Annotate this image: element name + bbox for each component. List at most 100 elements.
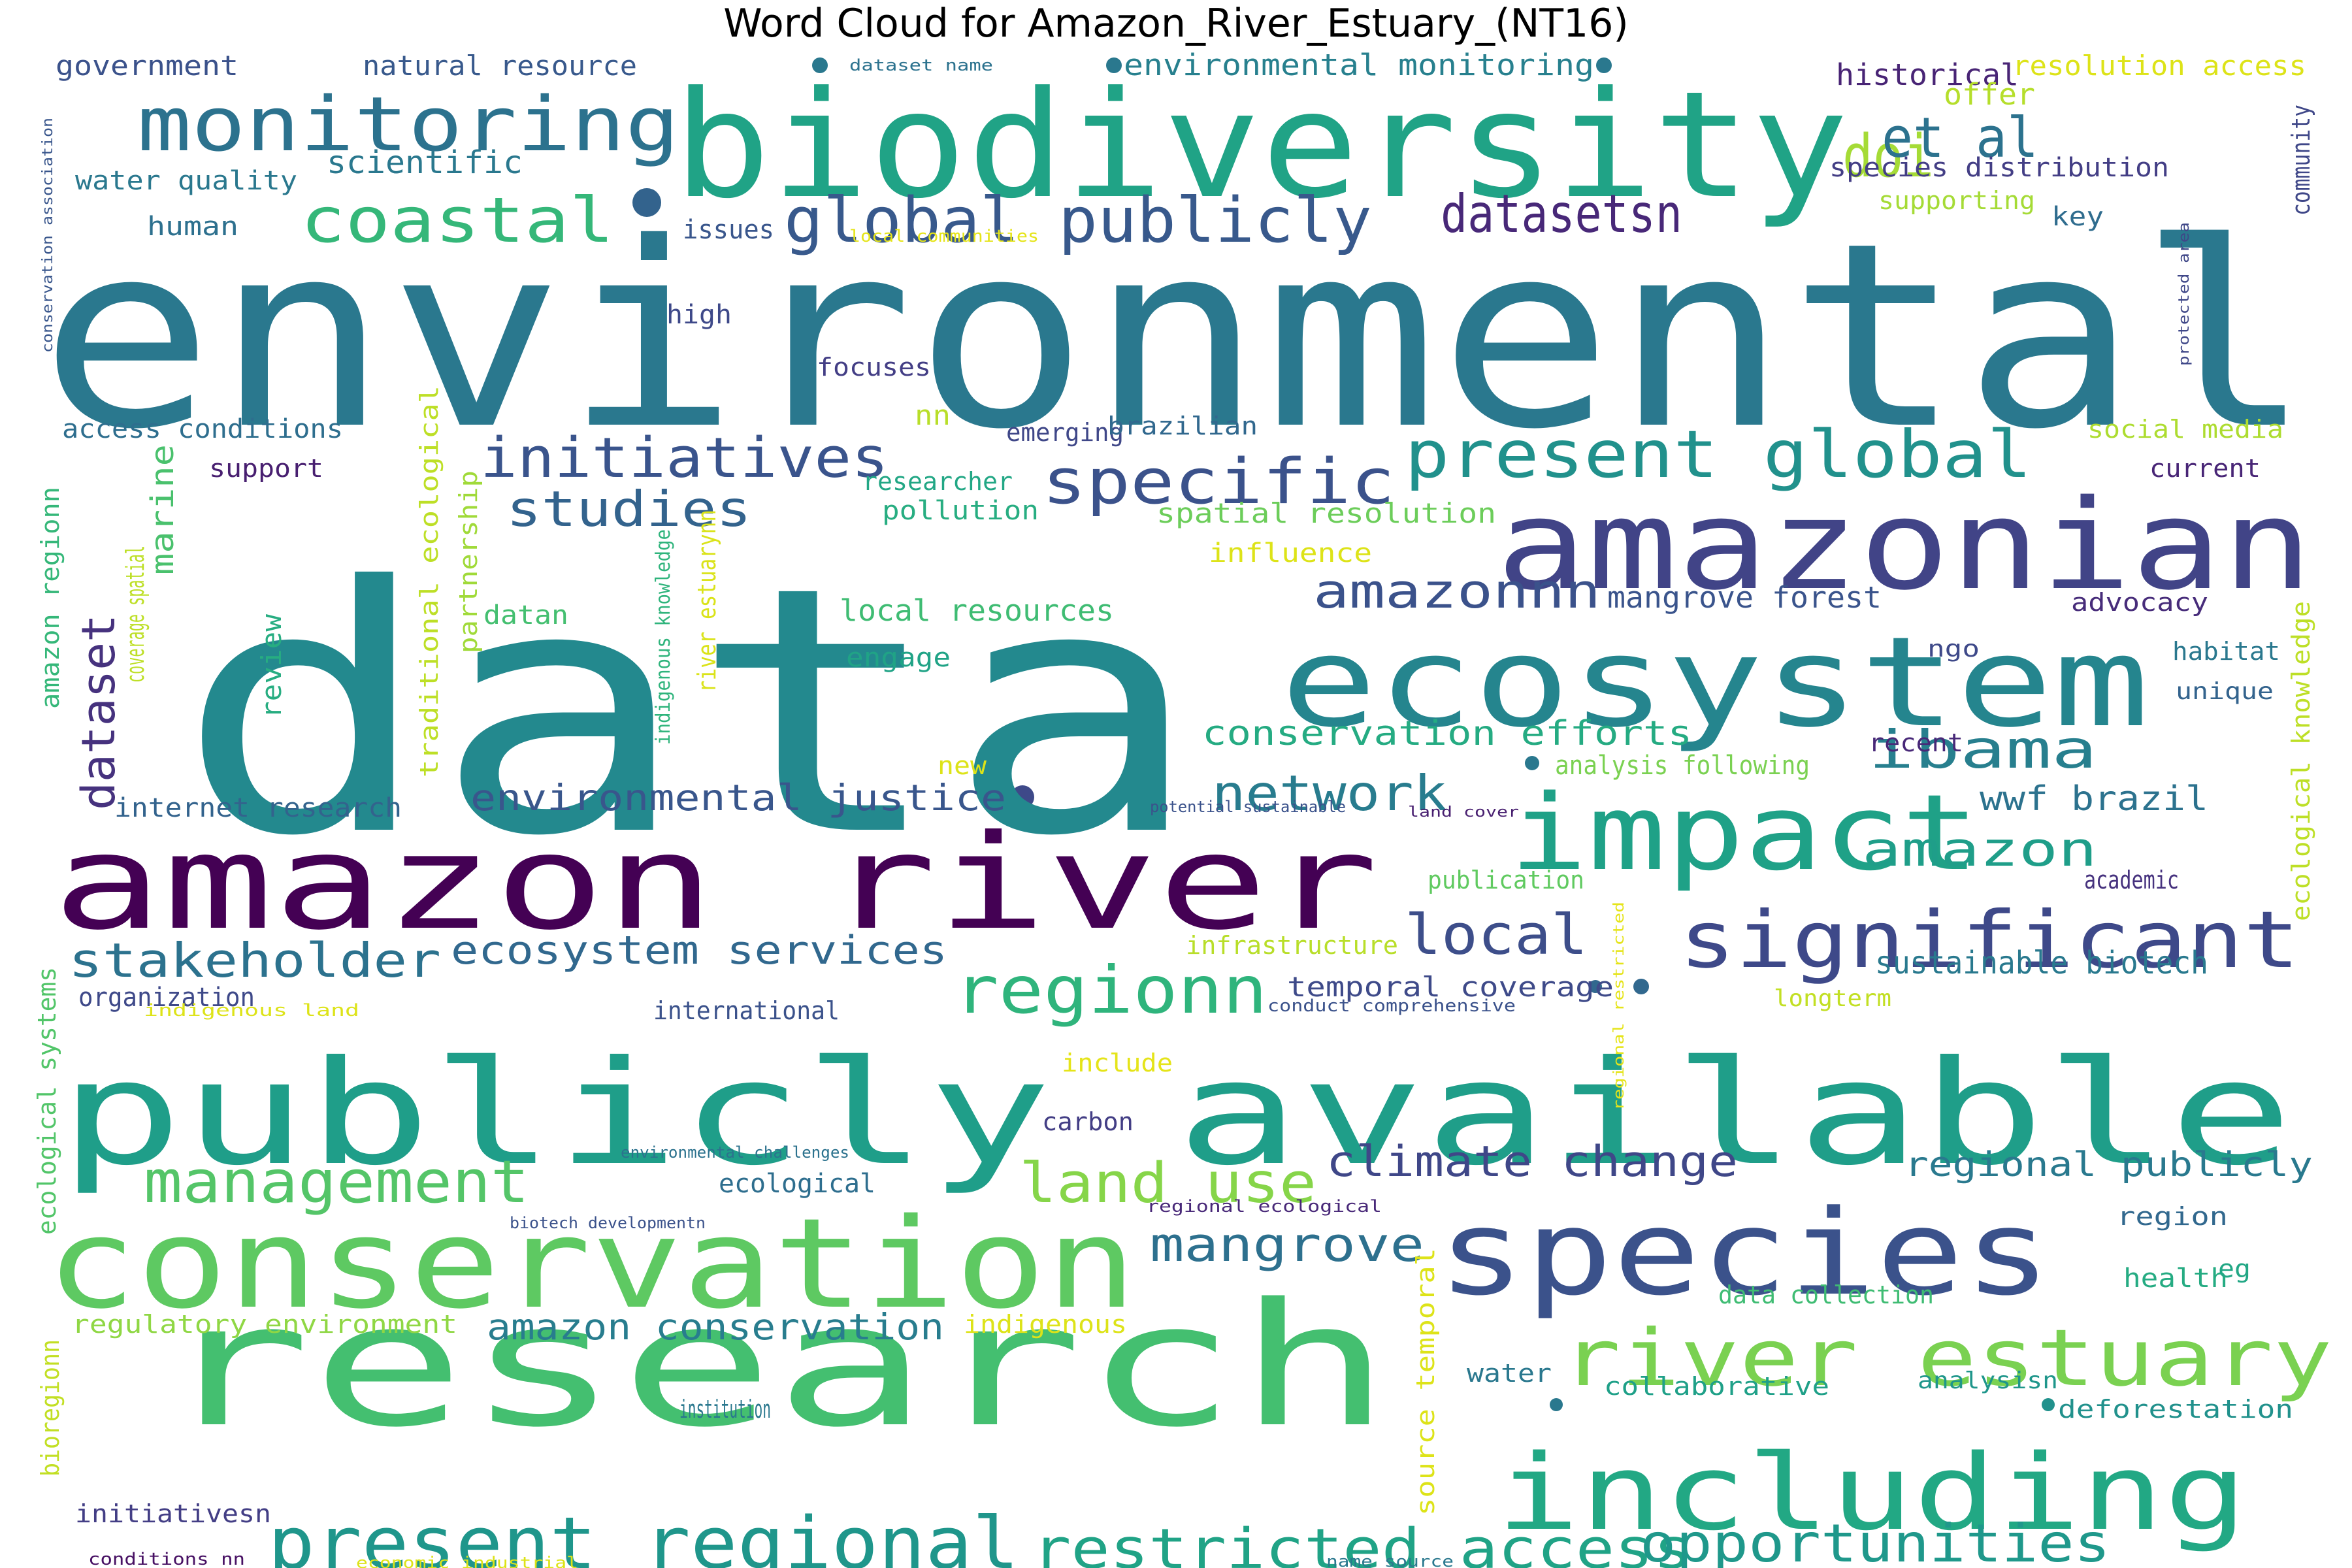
cloud-word: partnership xyxy=(454,470,483,653)
cloud-word: amazonnn xyxy=(1313,564,1601,619)
cloud-word: resolution access xyxy=(2012,50,2306,82)
cloud-word: regionn xyxy=(954,952,1267,1028)
cloud-word: amazon river xyxy=(52,807,1379,959)
cloud-word: amazonian xyxy=(1496,473,2313,617)
cloud-word: sustainable biotech xyxy=(1875,945,2208,981)
cloud-word: initiatives xyxy=(480,426,889,491)
cloud-word: conservation association xyxy=(40,118,56,353)
cloud-word: offer xyxy=(1944,77,2035,112)
cloud-word: region xyxy=(2117,1202,2228,1231)
cloud-word: dataset name xyxy=(849,56,993,74)
cloud-word: biodiversity xyxy=(673,60,1849,231)
cloud-word: indigenous land xyxy=(144,1001,359,1021)
cloud-word: support xyxy=(209,454,323,483)
cloud-dot xyxy=(1633,979,1649,994)
cloud-word: present global xyxy=(1405,416,2032,493)
cloud-word: monitoring xyxy=(137,81,679,169)
cloud-word: focuses xyxy=(817,353,931,382)
cloud-word: including xyxy=(1496,1431,2247,1554)
cloud-word: scientific xyxy=(327,144,523,181)
cloud-word: environmental xyxy=(39,188,2313,485)
cloud-word: current xyxy=(2149,454,2261,483)
cloud-word: mangrove xyxy=(1150,1217,1424,1272)
cloud-word: studies xyxy=(506,480,751,538)
cloud-word: restricted access xyxy=(1032,1517,1692,1568)
cloud-word: stakeholder xyxy=(69,933,441,988)
cloud-word: doi xyxy=(1842,122,1934,191)
cloud-word: internet research xyxy=(114,793,402,823)
cloud-word: social media xyxy=(2087,415,2283,444)
cloud-word: influence xyxy=(1209,538,1372,568)
cloud-word: data xyxy=(176,514,1202,910)
cloud-word: organization xyxy=(78,983,255,1013)
cloud-word: dataset xyxy=(72,614,125,810)
cloud-dot xyxy=(632,188,661,217)
cloud-word: economic industrial xyxy=(356,1554,578,1568)
cloud-word: conduct comprehensive xyxy=(1267,996,1516,1016)
cloud-word: ecological knowledge xyxy=(2287,601,2315,921)
chart-title: Word Cloud for Amazon_River_Estuary_(NT1… xyxy=(723,1,1629,46)
cloud-word: health xyxy=(2123,1264,2228,1294)
cloud-word: river estuary xyxy=(1561,1313,2332,1404)
cloud-word: datasetsn xyxy=(1441,184,1682,244)
cloud-word: collaborative xyxy=(1604,1372,1829,1401)
cloud-word: management xyxy=(144,1148,529,1217)
cloud-word: spatial resolution xyxy=(1156,497,1496,529)
cloud-word: human xyxy=(147,212,238,242)
cloud-word: historical xyxy=(1836,57,2019,92)
cloud-dot xyxy=(1550,1398,1563,1411)
cloud-word: et al xyxy=(1882,106,2038,171)
cloud-word: community xyxy=(2287,105,2315,216)
cloud-word: longterm xyxy=(1774,985,1891,1012)
cloud-word: name source xyxy=(1326,1552,1454,1568)
cloud-word: impact xyxy=(1509,772,1980,894)
cloud-word: recent xyxy=(1869,728,1963,757)
cloud-word: nn xyxy=(915,399,951,431)
cloud-word: network xyxy=(1212,764,1447,822)
cloud-word: ecological systems xyxy=(33,967,61,1235)
cloud-word: publication xyxy=(1428,866,1584,894)
cloud-word: amazon xyxy=(1862,822,2097,877)
cloud-word: local resources xyxy=(840,593,1114,628)
cloud-word: analysisn xyxy=(1918,1367,2058,1394)
cloud-word: river estuarynn xyxy=(693,510,721,693)
cloud-word: environmental justice xyxy=(470,777,1006,819)
cloud-word: regulatory environment xyxy=(72,1310,457,1339)
cloud-word: carbon xyxy=(1042,1107,1134,1136)
cloud-word: research xyxy=(157,1267,1392,1465)
word-cloud-dots xyxy=(632,57,2055,1411)
cloud-word: access conditions xyxy=(62,414,343,444)
cloud-word: land cover xyxy=(1408,804,1519,821)
cloud-dot xyxy=(1011,785,1034,809)
cloud-word: specific xyxy=(1042,446,1395,518)
cloud-word: traditional ecological xyxy=(415,385,444,777)
cloud-word: ecological xyxy=(719,1169,875,1199)
cloud-word: publicly available xyxy=(59,1030,2293,1197)
cloud-word: include xyxy=(1062,1049,1173,1077)
cloud-word: regional publicly xyxy=(1904,1145,2313,1184)
cloud-word: supporting xyxy=(1878,186,2035,215)
cloud-word: brazilian xyxy=(1107,412,1258,440)
cloud-word: regional ecological xyxy=(1147,1197,1382,1217)
cloud-word: global publicly xyxy=(784,185,1372,257)
cloud-word: indigenous knowledge xyxy=(652,529,675,745)
cloud-dot xyxy=(1525,756,1539,770)
cloud-word: water xyxy=(1467,1359,1552,1388)
cloud-word: land use xyxy=(1019,1151,1316,1216)
cloud-word: source temporal xyxy=(1411,1248,1440,1516)
cloud-word: ibama xyxy=(1869,719,2097,780)
cloud-word: initiativesn xyxy=(75,1499,271,1528)
cloud-word: protected area xyxy=(2176,222,2193,366)
cloud-word: government xyxy=(56,50,238,82)
cloud-word: ecosystem services xyxy=(451,928,947,973)
cloud-word: analysis following xyxy=(1555,751,1810,781)
cloud-word: ngo xyxy=(1927,636,1980,662)
cloud-word: biotech developmentn xyxy=(510,1214,706,1232)
cloud-word: coastal xyxy=(301,185,614,257)
cloud-word: conditions nn xyxy=(88,1550,245,1568)
cloud-word: review xyxy=(255,613,287,719)
cloud-word: local xyxy=(1405,903,1588,968)
cloud-word: indigenous xyxy=(964,1310,1127,1339)
